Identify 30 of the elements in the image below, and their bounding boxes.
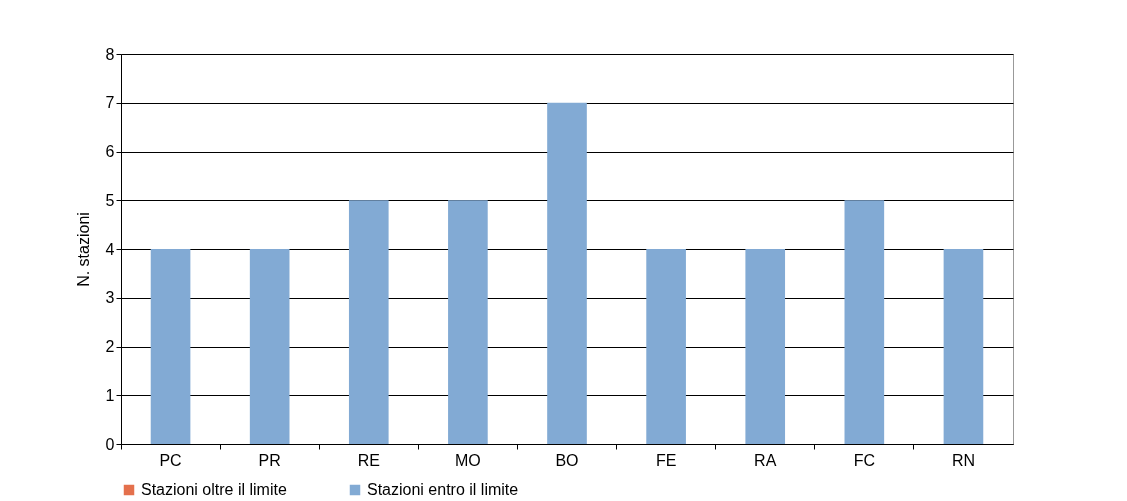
y-tick-label: 8 — [105, 45, 115, 63]
x-tick-label: RE — [357, 451, 380, 469]
bar — [547, 102, 587, 444]
y-tick-label: 7 — [105, 94, 115, 112]
bar — [844, 200, 885, 444]
y-tick-label: 5 — [105, 191, 115, 209]
bar — [745, 249, 786, 444]
y-tick-label: 1 — [105, 386, 115, 404]
bar — [150, 249, 191, 444]
y-tick-label: 6 — [105, 143, 115, 160]
x-tick-label: FC — [853, 451, 875, 469]
x-tick-label: BO — [555, 451, 579, 469]
x-tick-label: PC — [159, 451, 182, 469]
x-tick-label: RA — [754, 451, 777, 469]
bar — [448, 200, 488, 444]
x-tick-label: FE — [655, 451, 677, 469]
x-tick-label: MO — [455, 451, 481, 469]
legend-label: Stazioni oltre il limite — [141, 481, 287, 498]
bar — [943, 249, 984, 444]
y-tick-label: 3 — [105, 289, 115, 307]
legend-label: Stazioni entro il limite — [367, 481, 519, 498]
x-tick-label: RN — [951, 451, 975, 469]
y-tick-label: 0 — [105, 435, 115, 453]
y-tick-label: 2 — [105, 338, 115, 355]
bar — [249, 249, 290, 444]
y-tick-label: 4 — [105, 240, 115, 258]
bar — [646, 249, 686, 444]
bar — [348, 200, 389, 444]
x-tick-label: PR — [258, 451, 281, 469]
y-axis-title: N. stazioni — [74, 212, 92, 287]
